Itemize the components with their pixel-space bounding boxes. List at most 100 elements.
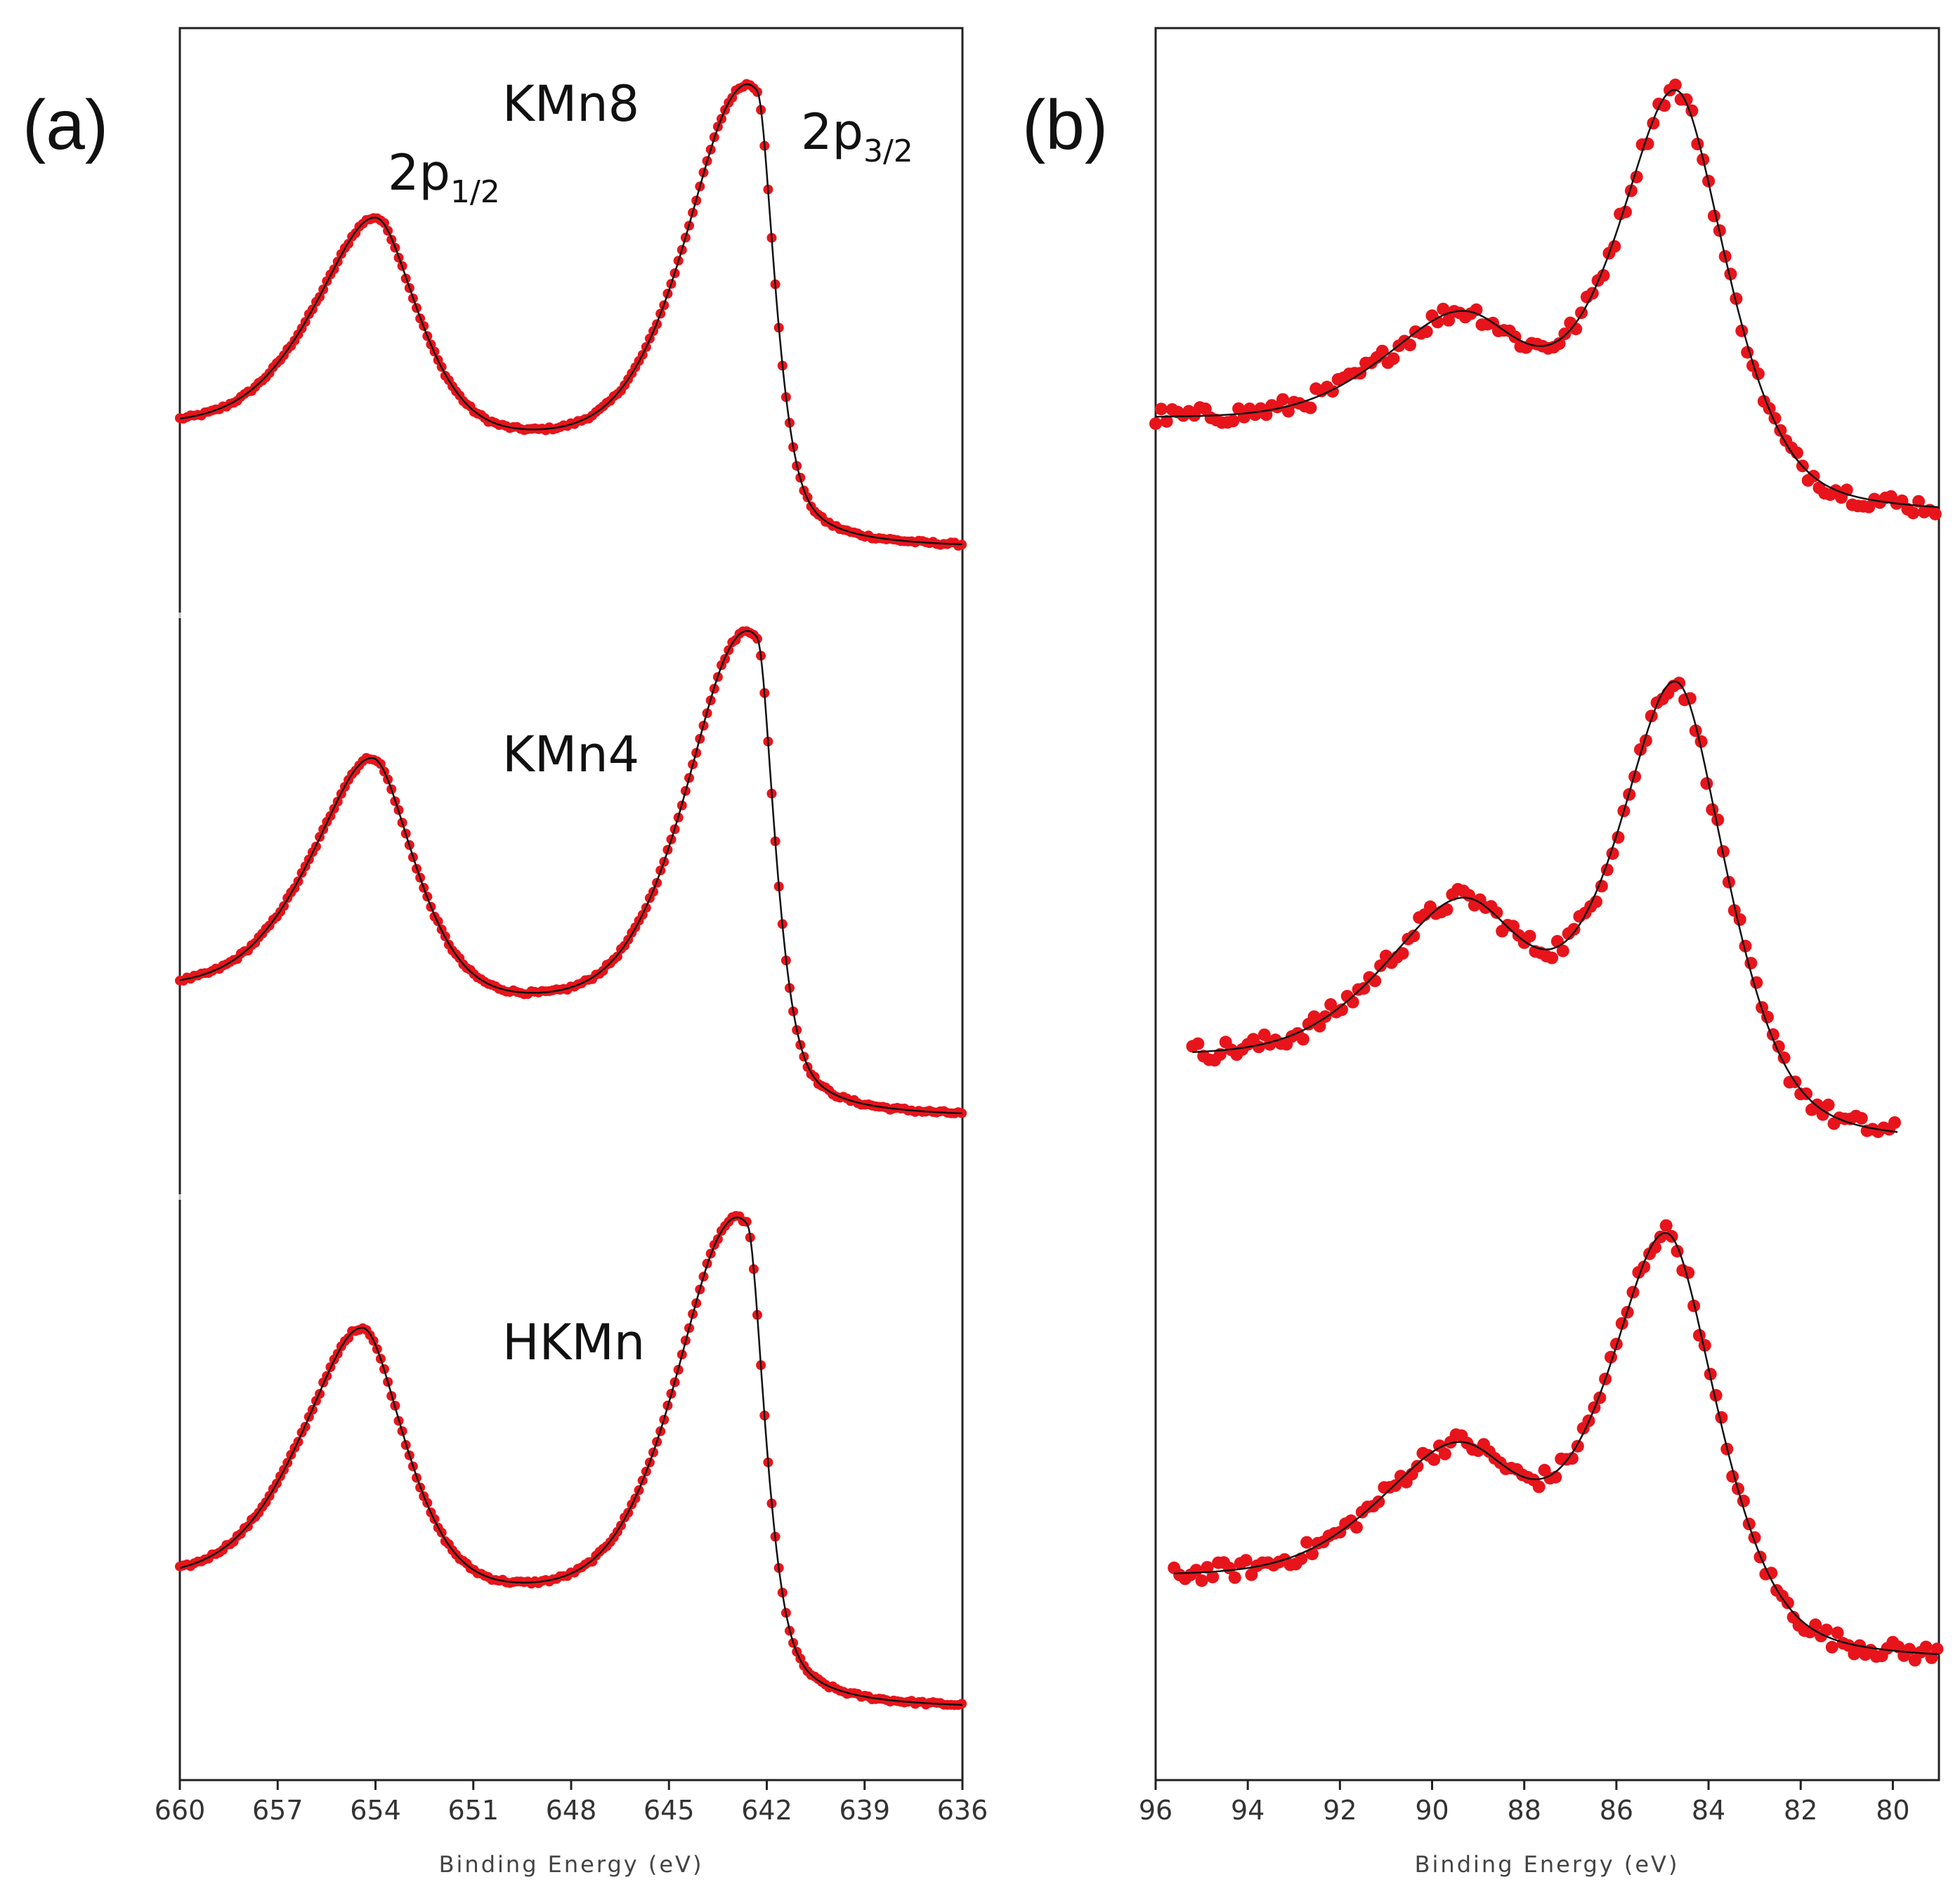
peak-label-2p32-sub: 3/2 <box>863 133 913 169</box>
data-point <box>1239 1554 1253 1567</box>
panel-a-plots <box>175 79 967 1711</box>
fit-line-a-kmn8 <box>179 83 963 546</box>
fit-line-a-kmn4 <box>179 629 963 1115</box>
data-point <box>1206 1570 1220 1583</box>
data-point <box>1149 417 1162 431</box>
x-tick-label: 657 <box>252 1795 303 1826</box>
data-point <box>1227 414 1240 428</box>
data-point <box>1730 292 1743 306</box>
data-point <box>1628 770 1642 783</box>
data-point <box>1822 1098 1835 1111</box>
data-point <box>1372 1495 1385 1508</box>
data-point <box>1928 507 1942 521</box>
series-b-kmn4 <box>1186 676 1901 1139</box>
data-point <box>1689 724 1702 738</box>
x-tick-label: 654 <box>350 1795 401 1826</box>
data-point <box>1855 1111 1868 1125</box>
panel-b-plots <box>1149 78 1944 1667</box>
series-a-hkmn <box>175 1210 967 1711</box>
peak-label-2p12: 2p1/2 <box>388 144 500 210</box>
data-point <box>1346 995 1359 1009</box>
data-point <box>1257 1028 1271 1042</box>
x-tick-label: 82 <box>1784 1795 1817 1826</box>
x-tick-label: 80 <box>1876 1795 1909 1826</box>
data-point <box>1888 1116 1901 1129</box>
data-point <box>1437 302 1450 315</box>
data-point <box>1659 1219 1673 1232</box>
data-point <box>1396 947 1409 960</box>
x-tick-label: 84 <box>1692 1795 1725 1826</box>
data-point <box>1668 78 1682 91</box>
data-point <box>1427 1453 1441 1466</box>
data-point <box>1411 1460 1424 1473</box>
x-tick-label: 639 <box>839 1795 890 1826</box>
x-tick-label: 648 <box>546 1795 597 1826</box>
fit-line-b-kmn8 <box>1156 89 1940 509</box>
panel-a-frame <box>178 27 964 1781</box>
data-point <box>1490 906 1503 920</box>
data-point <box>957 1699 967 1709</box>
data-point <box>1440 903 1453 916</box>
data-point <box>1304 401 1317 414</box>
data-point <box>1420 325 1433 339</box>
data-point <box>1919 1640 1933 1654</box>
x-tick-label: 642 <box>741 1795 792 1826</box>
fit-line-b-hkmn <box>1174 1231 1940 1656</box>
data-point <box>1711 813 1725 827</box>
data-point <box>1733 913 1746 926</box>
data-point <box>1709 1389 1723 1402</box>
panel-a-xlabel: Binding Energy (eV) <box>439 1851 704 1878</box>
data-point <box>1825 1640 1838 1654</box>
data-point <box>1350 1521 1363 1534</box>
x-tick-label: 651 <box>447 1795 499 1826</box>
data-point <box>1404 339 1416 352</box>
data-point <box>1698 1339 1711 1352</box>
data-point <box>1532 1480 1546 1493</box>
x-tick-label: 660 <box>155 1795 206 1826</box>
data-point <box>1296 1033 1309 1046</box>
data-point <box>1724 268 1737 281</box>
x-tick-label: 636 <box>937 1795 988 1826</box>
panel-b-xlabel: Binding Energy (eV) <box>1415 1851 1680 1878</box>
data-point <box>1556 944 1569 957</box>
panel-b-frame <box>1154 27 1940 1781</box>
data-point <box>1777 1051 1791 1064</box>
series-b-hkmn <box>1168 1219 1944 1667</box>
data-point <box>1201 1561 1214 1574</box>
data-point <box>741 1217 752 1227</box>
x-tick-label: 88 <box>1508 1795 1541 1826</box>
panel-b-x-axis: 96 94 92 90 88 86 84 82 80 <box>1139 1780 1910 1826</box>
data-point <box>1198 403 1212 415</box>
fit-line-a-hkmn <box>179 1216 963 1706</box>
data-point <box>1335 1003 1348 1016</box>
data-point <box>1160 414 1173 428</box>
series-a-kmn8 <box>175 79 967 551</box>
fit-line-b-kmn4 <box>1192 680 1898 1133</box>
peak-label-2p12-main: 2p <box>388 144 450 202</box>
panel-b-label: (b) <box>1022 86 1108 164</box>
data-point <box>1707 209 1720 223</box>
data-point <box>1195 1574 1208 1588</box>
data-point <box>1727 904 1741 917</box>
sample-label-kmn8: KMn8 <box>502 75 639 133</box>
data-point <box>1407 929 1420 943</box>
panel-a-label: (a) <box>22 86 108 164</box>
data-point <box>1831 1626 1844 1640</box>
data-point <box>1737 1494 1750 1508</box>
peak-label-2p32-main: 2p <box>801 103 863 161</box>
data-point <box>1558 327 1572 341</box>
series-a-kmn4 <box>175 626 967 1118</box>
data-point <box>1595 880 1608 893</box>
data-point <box>1567 922 1581 936</box>
data-point <box>1781 1596 1794 1609</box>
data-point <box>1800 1087 1813 1100</box>
x-tick-label: 90 <box>1415 1795 1449 1826</box>
series-b-kmn8 <box>1149 78 1942 521</box>
data-point <box>1903 1642 1916 1656</box>
data-point <box>1252 1040 1265 1054</box>
x-tick-label: 92 <box>1323 1795 1357 1826</box>
x-tick-label: 96 <box>1139 1795 1172 1826</box>
data-point <box>1739 939 1752 953</box>
data-point <box>1438 1447 1451 1460</box>
